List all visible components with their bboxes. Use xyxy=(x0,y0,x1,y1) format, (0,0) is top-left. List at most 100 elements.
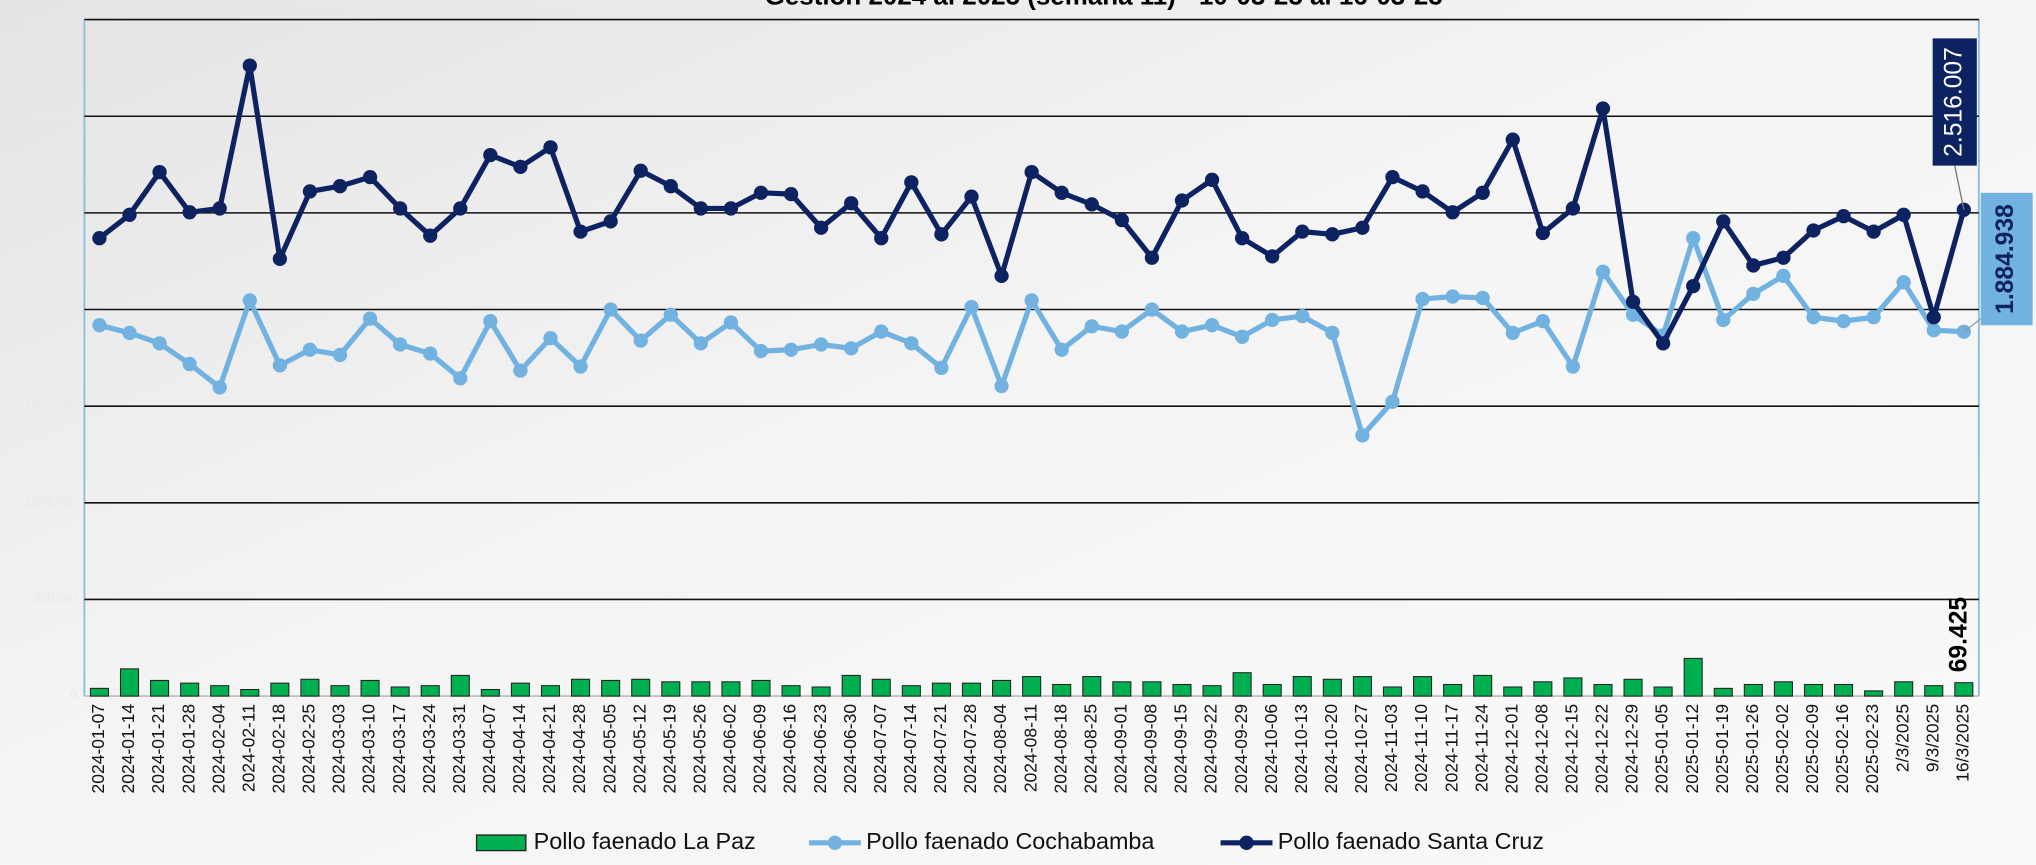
point xyxy=(1776,268,1791,284)
y-tick-label: 500.000 xyxy=(34,593,77,606)
point xyxy=(1114,324,1129,339)
x-tick-label: 2024-03-31 xyxy=(449,704,469,794)
x-tick-label: 2024-10-27 xyxy=(1351,704,1371,794)
bar xyxy=(1082,676,1102,697)
x-tick-label: 2024-09-29 xyxy=(1231,704,1251,794)
bar xyxy=(1292,676,1312,697)
bar xyxy=(1503,686,1523,697)
point xyxy=(904,336,919,351)
y-tick-label: 2.000.000 xyxy=(25,303,77,316)
x-tick-label: 2024-09-08 xyxy=(1141,704,1161,794)
point xyxy=(152,336,167,351)
x-tick-label: 2024-05-26 xyxy=(689,704,709,794)
bar xyxy=(480,688,500,697)
x-tick-label: 2024-11-17 xyxy=(1441,704,1461,792)
point xyxy=(1295,308,1310,324)
bar xyxy=(270,682,290,697)
bar xyxy=(89,687,109,697)
bar xyxy=(1653,686,1673,697)
point xyxy=(573,224,588,239)
point xyxy=(1505,325,1520,341)
x-tick-label: 2024-01-28 xyxy=(178,704,198,794)
point xyxy=(483,313,498,329)
x-tick-label: 2024-01-21 xyxy=(148,704,168,794)
bar xyxy=(510,682,530,697)
point xyxy=(1565,359,1581,374)
x-tick-label: 2024-07-14 xyxy=(900,704,920,794)
x-tick-label: 2024-07-28 xyxy=(960,704,980,794)
bar xyxy=(360,679,380,697)
x-tick-label: 2024-08-18 xyxy=(1050,704,1070,794)
point xyxy=(543,140,558,155)
point xyxy=(1204,318,1220,333)
point xyxy=(1475,185,1490,200)
bar xyxy=(751,679,771,697)
bar xyxy=(1864,690,1884,697)
point xyxy=(1686,231,1701,246)
point xyxy=(633,333,648,348)
point xyxy=(904,175,919,190)
point xyxy=(1896,207,1911,222)
x-tick-label: 9/3/2025 xyxy=(1922,704,1942,772)
bar xyxy=(390,686,410,697)
point xyxy=(1535,225,1550,241)
point xyxy=(603,302,618,317)
bar xyxy=(1232,672,1252,697)
x-tick-label: 2025-02-09 xyxy=(1802,704,1822,794)
point xyxy=(1505,132,1520,147)
point xyxy=(1174,324,1190,339)
legend-swatch xyxy=(475,834,527,852)
data-label: 1.884.938 xyxy=(1992,204,2019,314)
point xyxy=(1265,249,1280,264)
bar xyxy=(1022,676,1042,697)
bar xyxy=(1834,683,1854,697)
point xyxy=(1054,342,1069,357)
point xyxy=(1896,275,1911,290)
bar xyxy=(540,685,561,697)
legend-label: Pollo faenado Cochabamba xyxy=(866,828,1154,854)
point xyxy=(453,371,468,386)
x-tick-label: 2024-10-13 xyxy=(1291,704,1311,794)
x-tick-label: 2024-02-11 xyxy=(238,704,258,792)
x-tick-label: 2024-06-02 xyxy=(720,704,740,794)
point xyxy=(1655,336,1671,351)
x-tick-label: 2024-01-07 xyxy=(88,704,108,794)
bar xyxy=(1443,683,1463,697)
point xyxy=(1144,302,1160,317)
bar xyxy=(871,678,891,697)
point xyxy=(332,179,348,194)
point xyxy=(813,220,829,235)
point xyxy=(874,324,889,339)
x-tick-label: 2024-05-12 xyxy=(629,704,649,794)
x-tick-label: 2025-01-19 xyxy=(1712,704,1732,794)
point xyxy=(934,360,949,376)
bar xyxy=(992,679,1012,697)
point xyxy=(1866,310,1881,325)
data-label: 2.516.007 xyxy=(1940,47,1967,157)
point xyxy=(934,227,949,242)
point xyxy=(1926,310,1941,325)
point xyxy=(332,347,348,363)
x-tick-label: 2025-01-12 xyxy=(1682,704,1702,794)
point xyxy=(1204,172,1220,187)
bar xyxy=(1803,683,1824,697)
point xyxy=(122,207,137,222)
bar xyxy=(601,679,621,697)
x-tick-label: 2024-12-08 xyxy=(1531,704,1551,794)
x-tick-label: 2025-02-23 xyxy=(1862,704,1882,794)
x-tick-label: 2024-07-21 xyxy=(930,704,950,794)
x-tick-label: 2024-05-19 xyxy=(659,704,679,794)
x-tick-label: 2024-06-30 xyxy=(840,704,860,794)
point xyxy=(152,164,167,180)
point xyxy=(663,179,678,194)
point xyxy=(1776,250,1791,265)
leader-line xyxy=(1963,318,1982,333)
y-tick-label: 2.500.000 xyxy=(25,206,77,219)
x-tick-label: 2024-04-21 xyxy=(539,704,559,794)
point xyxy=(1686,278,1701,294)
point xyxy=(1806,310,1821,325)
point xyxy=(1385,169,1400,185)
bar xyxy=(661,681,681,697)
bar xyxy=(1623,678,1643,697)
